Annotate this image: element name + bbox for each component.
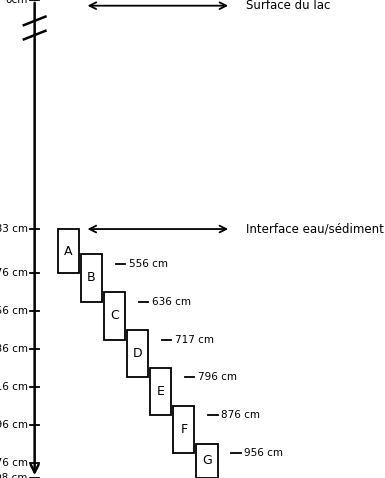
Text: B: B: [87, 272, 96, 284]
Bar: [150, 368, 171, 415]
Text: D: D: [133, 347, 142, 360]
Bar: [58, 229, 79, 273]
Text: 576 cm: 576 cm: [0, 268, 28, 278]
Text: C: C: [110, 309, 119, 322]
Text: 656 cm: 656 cm: [0, 306, 28, 316]
Text: E: E: [157, 385, 165, 398]
Text: 816 cm: 816 cm: [0, 382, 28, 392]
Text: 956 cm: 956 cm: [244, 448, 283, 458]
Text: 636 cm: 636 cm: [152, 296, 191, 306]
Text: A: A: [64, 245, 73, 258]
Text: Interface eau/sédiment: Interface eau/sédiment: [246, 223, 384, 236]
Text: G: G: [202, 455, 212, 467]
Text: 736 cm: 736 cm: [0, 344, 28, 354]
Text: 976 cm: 976 cm: [0, 458, 28, 468]
Bar: [81, 254, 102, 302]
Text: 0cm: 0cm: [5, 0, 28, 5]
Text: 896 cm: 896 cm: [0, 420, 28, 430]
Text: Surface du lac: Surface du lac: [246, 0, 331, 12]
Bar: [196, 444, 218, 478]
Bar: [104, 292, 125, 339]
Text: 876 cm: 876 cm: [221, 411, 260, 421]
Text: 717 cm: 717 cm: [175, 335, 214, 345]
Text: 1008 cm: 1008 cm: [0, 473, 28, 478]
Text: 483 cm: 483 cm: [0, 224, 28, 234]
Bar: [173, 406, 194, 453]
Bar: [127, 330, 148, 378]
Text: 796 cm: 796 cm: [198, 372, 237, 382]
Text: 556 cm: 556 cm: [129, 259, 168, 269]
Text: F: F: [180, 423, 187, 436]
